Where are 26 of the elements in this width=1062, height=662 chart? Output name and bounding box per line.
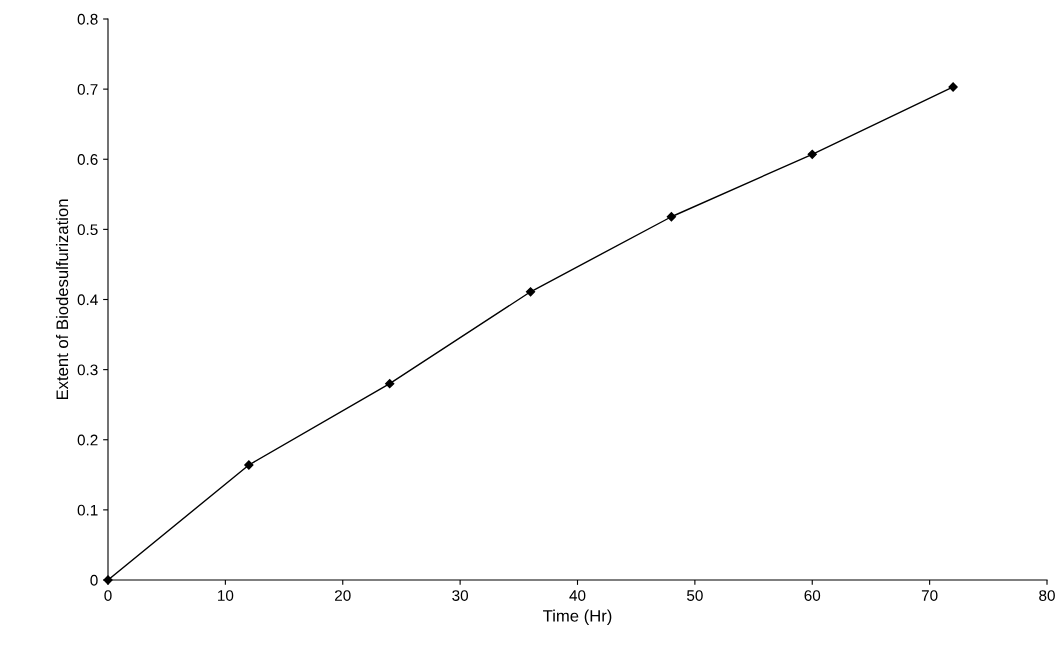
x-tick-label: 10 bbox=[218, 590, 234, 601]
point bbox=[525, 287, 536, 297]
x-tick-label: 50 bbox=[686, 590, 703, 601]
y-tick-label: 0.3 bbox=[77, 364, 98, 376]
point bbox=[807, 149, 817, 159]
point bbox=[666, 212, 677, 222]
x-tick-label: 60 bbox=[804, 590, 821, 601]
y-tick-label: 0.4 bbox=[77, 294, 98, 306]
x-tick-label: 0 bbox=[104, 590, 112, 601]
y-tick-label: 0.5 bbox=[77, 224, 98, 236]
point bbox=[244, 460, 254, 470]
y-axis-title: Extent of Biodesulfurization bbox=[55, 199, 69, 400]
x-tick-label: 80 bbox=[1039, 590, 1055, 601]
y-tick-label: 0.8 bbox=[77, 13, 98, 25]
x-tick-label: 20 bbox=[335, 590, 351, 601]
y-tick-label: 0 bbox=[90, 574, 98, 586]
x-tick-label: 30 bbox=[452, 590, 469, 601]
x-tick-label: 70 bbox=[921, 590, 938, 601]
point bbox=[948, 82, 958, 92]
y-tick-label: 0.6 bbox=[77, 154, 98, 165]
x-axis-title: Time (Hr) bbox=[543, 609, 612, 626]
x-tick-label: 40 bbox=[569, 590, 586, 601]
point bbox=[385, 379, 395, 389]
y-tick-label: 0.1 bbox=[77, 504, 98, 516]
y-tick-label: 0.7 bbox=[77, 83, 98, 95]
y-tick-label: 0.2 bbox=[77, 434, 98, 446]
